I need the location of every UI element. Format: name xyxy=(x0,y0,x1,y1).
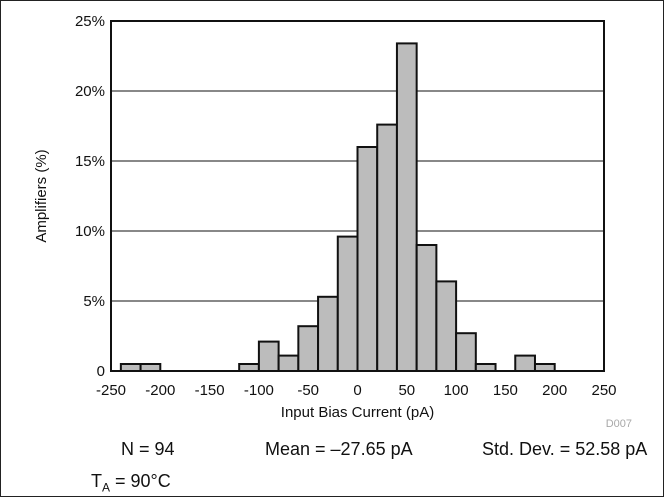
y-tick-label: 25% xyxy=(75,13,105,30)
histogram-bar xyxy=(119,363,142,372)
x-tick-label: 0 xyxy=(353,382,361,399)
mean-value: Mean = –27.65 pA xyxy=(265,439,413,459)
std-dev-value: Std. Dev. = 52.58 pA xyxy=(482,439,648,459)
histogram-bar xyxy=(356,146,379,372)
temperature-symbol: T xyxy=(91,471,102,491)
x-tick-label: 200 xyxy=(542,382,567,399)
temperature-value: = 90°C xyxy=(110,471,171,491)
histogram-bar xyxy=(514,354,536,373)
histogram-bar xyxy=(455,332,477,373)
x-axis-title: Input Bias Current (pA) xyxy=(281,404,434,421)
histogram-bar xyxy=(533,363,556,372)
x-tick-label: 250 xyxy=(591,382,616,399)
y-tick-label: 0 xyxy=(97,363,105,380)
histogram-bar xyxy=(435,280,458,372)
sample-count: N = 94 xyxy=(121,439,175,459)
histogram-bar xyxy=(238,363,260,372)
histogram-bar xyxy=(376,123,398,372)
x-tick-label: -200 xyxy=(145,382,175,399)
y-axis-title: Amplifiers (%) xyxy=(33,149,50,242)
y-tick-label: 15% xyxy=(75,153,105,170)
histogram-bar xyxy=(277,354,300,373)
y-tick-label: 10% xyxy=(75,223,105,240)
histogram-bar xyxy=(336,235,359,372)
histogram-bar xyxy=(395,42,418,373)
x-tick-label: 100 xyxy=(444,382,469,399)
figure-code-label: D007 xyxy=(606,418,632,430)
histogram-bar xyxy=(415,244,438,372)
x-tick-label: -50 xyxy=(297,382,319,399)
x-tick-label: -250 xyxy=(96,382,126,399)
x-tick-label: -100 xyxy=(244,382,274,399)
x-tick-label: 150 xyxy=(493,382,518,399)
x-tick-label: 50 xyxy=(398,382,415,399)
temperature-label: TA = 90°C xyxy=(91,471,171,495)
histogram-bar xyxy=(474,363,497,372)
histogram-bars xyxy=(119,42,556,373)
x-tick-label: -150 xyxy=(195,382,225,399)
histogram-bar xyxy=(139,363,162,372)
histogram-bar xyxy=(317,295,339,372)
y-tick-label: 20% xyxy=(75,83,105,100)
y-tick-labels: 0 5% 10% 15% 20% 25% xyxy=(75,13,105,380)
x-tick-labels: -250 -200 -150 -100 -50 0 50 100 150 200 250 xyxy=(96,382,617,399)
temperature-subscript: A xyxy=(102,480,111,495)
plot-area-border xyxy=(110,20,605,372)
y-tick-label: 5% xyxy=(83,293,105,310)
histogram-bar xyxy=(257,340,280,373)
histogram-bar xyxy=(297,325,320,373)
